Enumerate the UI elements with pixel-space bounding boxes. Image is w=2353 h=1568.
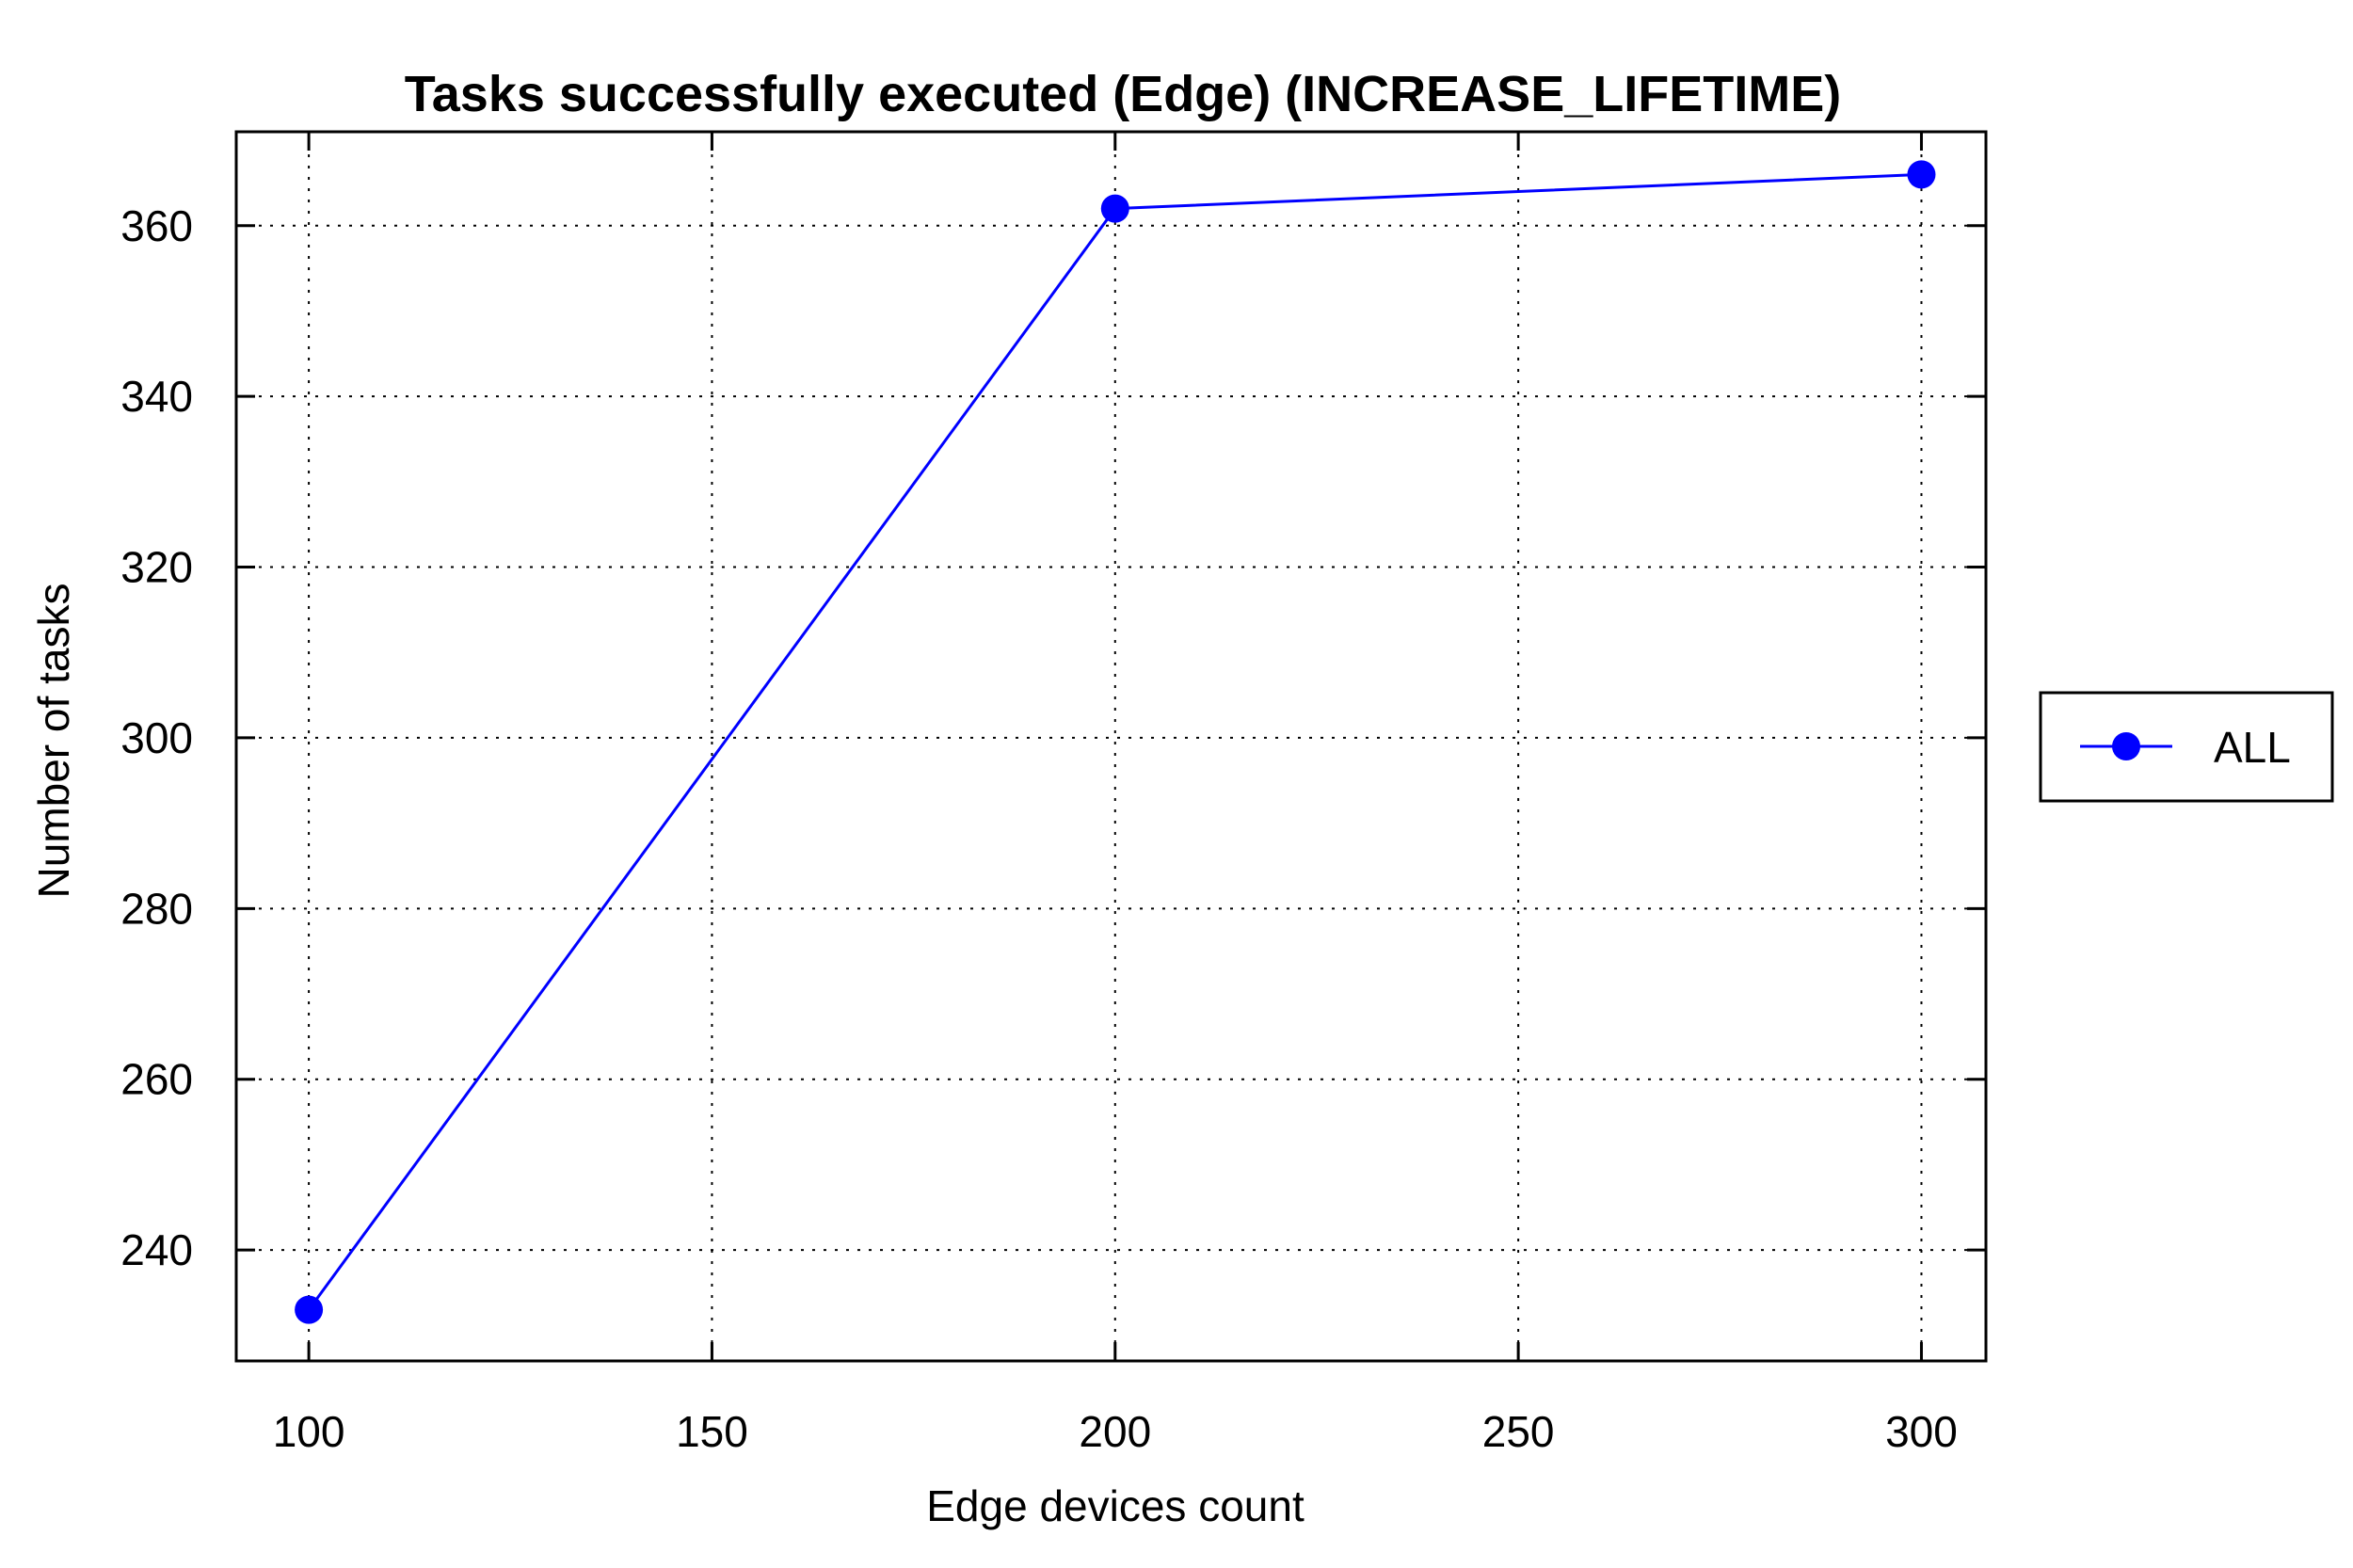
data-point <box>295 1295 324 1324</box>
y-tick-label: 240 <box>120 1225 193 1274</box>
y-tick-label: 260 <box>120 1055 193 1104</box>
x-axis-label: Edge devices count <box>926 1481 1305 1530</box>
y-tick-label: 300 <box>120 713 193 762</box>
legend: ALL <box>2039 691 2334 803</box>
x-tick-label: 300 <box>1885 1407 1958 1456</box>
y-tick-label: 340 <box>120 372 193 421</box>
y-tick-label: 280 <box>120 884 193 933</box>
series-layer <box>295 160 1936 1324</box>
y-axis-label: Number of tasks <box>29 584 78 899</box>
x-tick-label: 200 <box>1079 1407 1151 1456</box>
x-tick-label: 250 <box>1482 1407 1555 1456</box>
y-tick-label: 360 <box>120 201 193 250</box>
chart-title: Tasks successfully executed (Edge) (INCR… <box>405 66 1841 122</box>
plot-frame <box>234 130 1988 1363</box>
data-point <box>1907 160 1936 189</box>
legend-label-all: ALL <box>2214 723 2291 772</box>
grid <box>236 132 1986 1361</box>
y-tick-label: 320 <box>120 543 193 592</box>
data-point <box>1100 194 1129 223</box>
x-tick-label: 100 <box>273 1407 345 1456</box>
x-tick-label: 150 <box>676 1407 748 1456</box>
ticks: 100 150 200 250 300 240 260 280 300 320 340 360 <box>120 132 1986 1456</box>
legend-swatch-marker <box>2112 732 2140 760</box>
